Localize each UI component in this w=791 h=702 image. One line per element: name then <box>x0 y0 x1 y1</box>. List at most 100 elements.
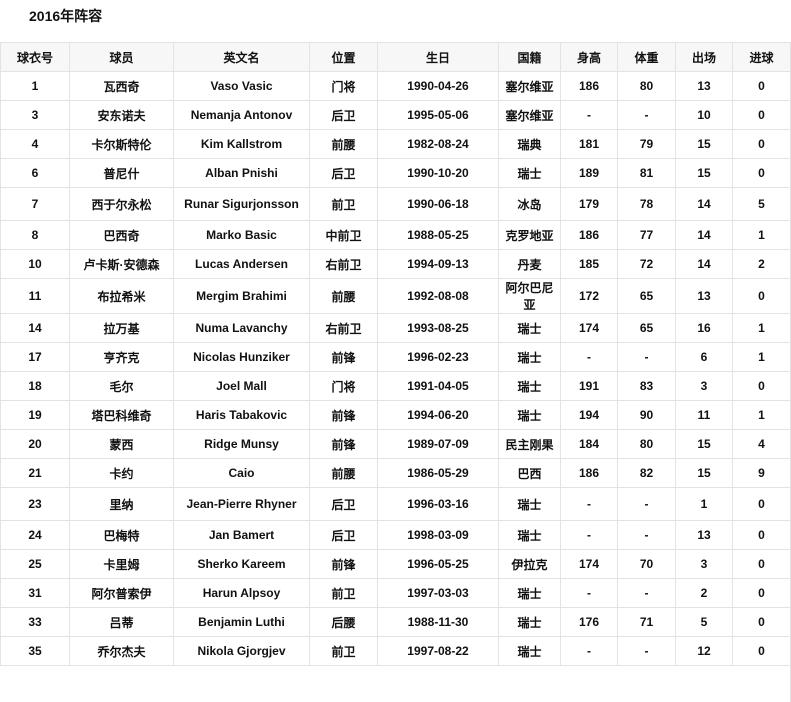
cell-height: 186 <box>560 458 618 488</box>
cell-name-en: Sherko Kareem <box>173 549 310 579</box>
table-row: 25 卡里姆 Sherko Kareem 前锋 1996-05-25 伊拉克 174 70 3 0 <box>0 549 791 579</box>
cell-name-cn: 卡里姆 <box>69 549 174 579</box>
cell-nationality: 瑞士 <box>498 371 561 401</box>
cell-height: 194 <box>560 400 618 430</box>
cell-goals: 5 <box>732 187 791 221</box>
cell-birthday: 1990-10-20 <box>377 158 499 188</box>
cell-name-cn: 卡约 <box>69 458 174 488</box>
cell-height: - <box>560 520 618 550</box>
table-row: 23 里纳 Jean-Pierre Rhyner 后卫 1996-03-16 瑞士 - -1 0 <box>0 487 791 521</box>
cell-position: 后卫 <box>309 487 378 521</box>
column-header-name-en: 英文名 <box>173 42 310 72</box>
cell-position: 右前卫 <box>309 313 378 343</box>
cell-name-en: Nikola Gjorgjev <box>173 636 310 666</box>
cell-birthday: 1997-08-22 <box>377 636 499 666</box>
cell-name-en: Jan Bamert <box>173 520 310 550</box>
table-row: 24 巴梅特 Jan Bamert 后卫 1998-03-09 瑞士 - -13 0 <box>0 520 791 550</box>
cell-number: 19 <box>0 400 70 430</box>
cell-number: 14 <box>0 313 70 343</box>
cell-height: 176 <box>560 607 618 637</box>
cell-appearances: 15 <box>675 429 733 459</box>
cell-name-cn: 安东诺夫 <box>69 100 174 130</box>
cell-weight: 77 <box>617 220 676 250</box>
cell-name-cn: 卡尔斯特伦 <box>69 129 174 159</box>
cell-name-cn: 阿尔普索伊 <box>69 578 174 608</box>
cell-appearances: 15 <box>675 158 733 188</box>
cell-position: 后腰 <box>309 607 378 637</box>
cell-height: - <box>560 487 618 521</box>
table-row: 33 吕蒂 Benjamin Luthi 后腰 1988-11-30 瑞士 176 71 5 0 <box>0 607 791 637</box>
cell-name-cn: 巴西奇 <box>69 220 174 250</box>
cell-weight: - <box>617 636 676 666</box>
cell-height: 186 <box>560 71 618 101</box>
cell-birthday: 1994-09-13 <box>377 249 499 279</box>
cell-name-cn: 巴梅特 <box>69 520 174 550</box>
cell-goals: 1 <box>732 400 791 430</box>
cell-name-en: Harun Alpsoy <box>173 578 310 608</box>
column-header-nationality: 国籍 <box>498 42 561 72</box>
cell-position: 前锋 <box>309 549 378 579</box>
cell-height: 189 <box>560 158 618 188</box>
cell-weight: 72 <box>617 249 676 279</box>
table-row: 20 蒙西 Ridge Munsy 前锋 1989-07-09 民主刚果 184 80 15 4 <box>0 429 791 459</box>
cell-birthday: 1993-08-25 <box>377 313 499 343</box>
cell-birthday: 1989-07-09 <box>377 429 499 459</box>
cell-goals: 0 <box>732 371 791 401</box>
cell-name-en: Kim Kallstrom <box>173 129 310 159</box>
cell-weight: - <box>617 578 676 608</box>
cell-number: 6 <box>0 158 70 188</box>
cell-nationality: 民主刚果 <box>498 429 561 459</box>
cell-weight: - <box>617 487 676 521</box>
cell-name-en: Haris Tabakovic <box>173 400 310 430</box>
cell-nationality: 瑞士 <box>498 400 561 430</box>
cell-appearances: 11 <box>675 400 733 430</box>
cell-name-en: Runar Sigurjonsson <box>173 187 310 221</box>
table-row: 8 巴西奇 Marko Basic 中前卫 1988-05-25 克罗地亚 186 77 14 1 <box>0 220 791 250</box>
cell-nationality: 瑞士 <box>498 636 561 666</box>
cell-appearances: 14 <box>675 249 733 279</box>
cell-position: 前腰 <box>309 458 378 488</box>
cell-goals: 0 <box>732 158 791 188</box>
cell-height: 184 <box>560 429 618 459</box>
cell-name-cn: 布拉希米 <box>69 278 174 314</box>
cell-position: 前腰 <box>309 278 378 314</box>
cell-height: 174 <box>560 549 618 579</box>
cell-name-cn: 瓦西奇 <box>69 71 174 101</box>
cell-weight: 83 <box>617 371 676 401</box>
cell-height: 172 <box>560 278 618 314</box>
cell-number: 1 <box>0 71 70 101</box>
cell-appearances: 13 <box>675 71 733 101</box>
cell-goals: 0 <box>732 278 791 314</box>
cell-weight: - <box>617 342 676 372</box>
cell-height: 191 <box>560 371 618 401</box>
cell-number: 11 <box>0 278 70 314</box>
cell-goals: 0 <box>732 487 791 521</box>
table-row: 31 阿尔普索伊 Harun Alpsoy 前卫 1997-03-03 瑞士 - -2 0 <box>0 578 791 608</box>
cell-goals: 4 <box>732 429 791 459</box>
cell-position: 前锋 <box>309 400 378 430</box>
cell-goals: 0 <box>732 607 791 637</box>
cell-weight: 65 <box>617 278 676 314</box>
cell-birthday: 1996-03-16 <box>377 487 499 521</box>
cell-weight: 80 <box>617 71 676 101</box>
cell-appearances: 2 <box>675 578 733 608</box>
cell-nationality: 塞尔维亚 <box>498 71 561 101</box>
cell-nationality: 瑞士 <box>498 342 561 372</box>
cell-name-cn: 里纳 <box>69 487 174 521</box>
column-header-number: 球衣号 <box>0 42 70 72</box>
cell-position: 前卫 <box>309 578 378 608</box>
cell-position: 前卫 <box>309 187 378 221</box>
cell-nationality: 瑞士 <box>498 520 561 550</box>
cell-weight: - <box>617 100 676 130</box>
table-row: 35 乔尔杰夫 Nikola Gjorgjev 前卫 1997-08-22 瑞士 - -12 0 <box>0 636 791 666</box>
cell-appearances: 13 <box>675 520 733 550</box>
cell-weight: 65 <box>617 313 676 343</box>
cell-weight: 90 <box>617 400 676 430</box>
cell-nationality: 阿尔巴尼亚 <box>498 278 561 314</box>
cell-number: 7 <box>0 187 70 221</box>
cell-height: - <box>560 100 618 130</box>
cell-nationality: 瑞士 <box>498 607 561 637</box>
cell-name-en: Marko Basic <box>173 220 310 250</box>
cell-position: 前锋 <box>309 429 378 459</box>
roster-table-container: 球衣号 球员 英文名 位置 生日 国籍 身高 体重 出场 进球 1 瓦西奇 Vaso Vasic 门将 1… <box>0 42 791 702</box>
